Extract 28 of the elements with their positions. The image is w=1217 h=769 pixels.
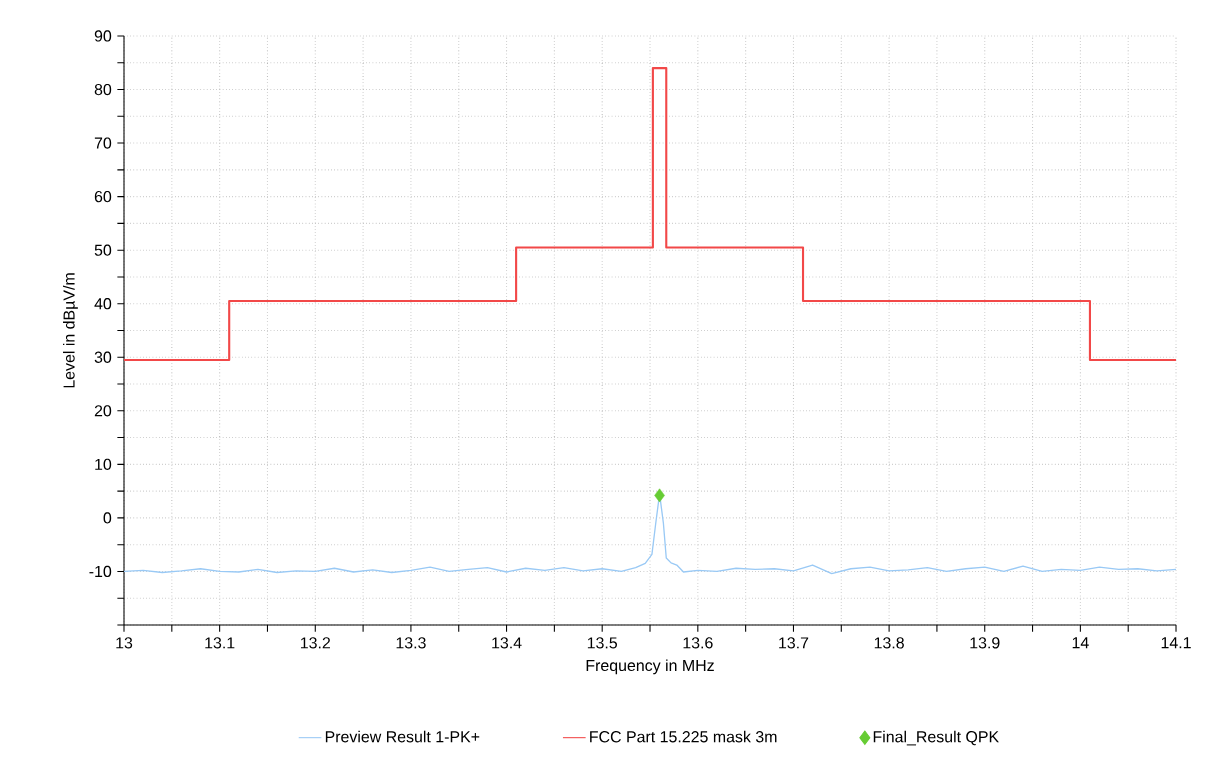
x-tick-label: 14.1: [1161, 637, 1191, 649]
x-tick-label: 13.3: [396, 637, 426, 649]
legend-label: Preview Result 1-PK+: [325, 730, 480, 743]
y-tick-label: 10: [95, 458, 112, 470]
x-tick-label: 13.1: [205, 637, 235, 649]
x-tick-label: 13.4: [492, 637, 522, 649]
y-tick-label: 0: [103, 512, 112, 524]
y-tick-label: 60: [94, 190, 112, 203]
x-tick-label: 13.7: [779, 637, 809, 649]
x-tick-label: 13.5: [587, 637, 618, 649]
y-axis-title: Level in dBµV/m: [63, 273, 78, 388]
y-tick-label: 80: [94, 83, 112, 96]
legend-label: FCC Part 15.225 mask 3m: [590, 730, 777, 743]
x-tick-label: 13.6: [683, 637, 713, 649]
y-tick-label: -10: [89, 565, 112, 578]
y-tick-label: 30: [94, 351, 112, 363]
y-tick-label: 70: [94, 137, 112, 149]
x-tick-label: 14: [1072, 637, 1089, 649]
y-tick-label: 90: [94, 30, 112, 42]
x-tick-label: 13.9: [970, 637, 1000, 649]
x-tick-label: 13.2: [300, 637, 330, 649]
legend-label: Final_Result QPK: [873, 730, 999, 746]
y-tick-label: 50: [94, 244, 112, 256]
y-tick-label: 40: [94, 298, 112, 310]
y-tick-label: 20: [94, 405, 112, 417]
x-axis-title: Frequency in MHz: [586, 659, 714, 675]
x-tick-label: 13.8: [874, 637, 904, 649]
x-tick-label: 13: [116, 637, 133, 649]
